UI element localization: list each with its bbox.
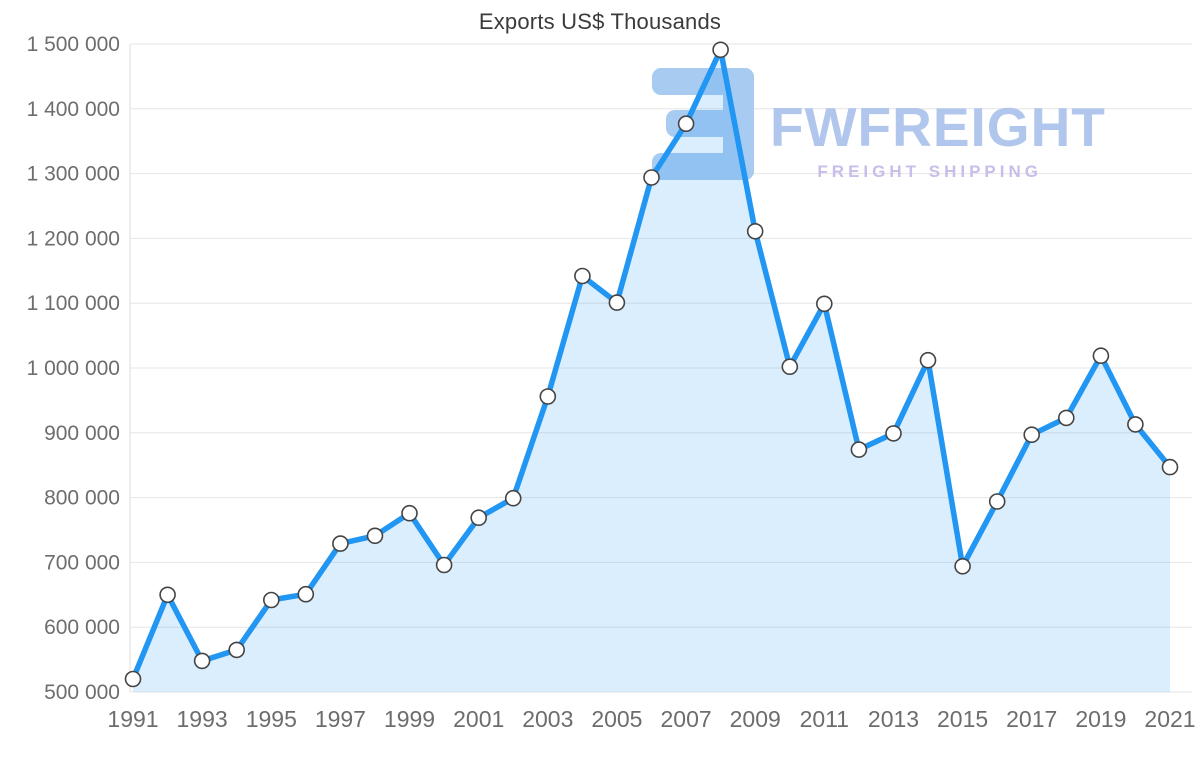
data-point-2018[interactable] [1058,409,1075,427]
y-tick-label: 900 000 [44,422,120,445]
x-tick-label: 2015 [937,706,988,732]
x-tick-label: 2003 [522,706,573,732]
y-axis-labels: 500 000 600 000 700 000 800 000 900 000 1 000… [27,33,120,704]
y-tick-label: 1 300 000 [27,163,120,186]
data-point-1995[interactable] [262,591,280,609]
data-point-2000[interactable] [435,556,453,574]
data-point-2014[interactable] [919,351,937,369]
data-point-1997[interactable] [332,535,349,552]
data-point-2016[interactable] [988,493,1006,510]
y-tick-label: 800 000 [44,487,120,510]
data-point-2007[interactable] [677,115,695,132]
data-point-1991[interactable] [124,670,142,688]
x-tick-label: 2001 [453,706,504,732]
y-tick-label: 1 400 000 [27,98,120,121]
data-point-2003[interactable] [539,388,557,405]
y-tick-label: 600 000 [44,616,120,639]
data-point-2011[interactable] [815,295,833,313]
data-point-1999[interactable] [401,504,418,522]
data-point-2004[interactable] [574,267,591,285]
y-gridlines [130,43,1192,693]
x-tick-label: 1999 [384,706,435,732]
x-axis-labels: 1991 1993 1995 1997 1999 2001 2003 2005 2007 2009… [107,706,1195,732]
data-point-1992[interactable] [159,586,176,604]
data-point-2001[interactable] [470,509,488,527]
watermark-brand: FWFREIGHT [770,96,1106,158]
x-tick-label: 2009 [730,706,781,732]
x-tick-label: 2017 [1006,706,1057,732]
chart-title: Exports US$ Thousands [478,9,722,34]
data-point-1993[interactable] [193,652,211,670]
x-tick-label: 2021 [1144,706,1195,732]
data-point-2006[interactable] [643,169,660,186]
data-point-2020[interactable] [1127,416,1144,433]
x-tick-label: 2005 [591,706,642,732]
area-fill [133,49,1170,693]
data-point-2015[interactable] [954,557,971,575]
x-tick-label: 2013 [868,706,919,732]
x-tick-label: 1991 [107,706,158,732]
y-tick-label: 1 500 000 [27,33,120,56]
data-point-1998[interactable] [366,527,384,545]
y-tick-label: 700 000 [44,551,120,574]
data-point-2021[interactable] [1161,458,1179,476]
x-tick-label: 2019 [1075,706,1126,732]
data-point-2012[interactable] [850,441,868,458]
data-point-markers [124,41,1179,688]
data-point-2017[interactable] [1023,426,1040,444]
watermark-tagline: FREIGHT SHIPPING [817,162,1042,181]
y-tick-label: 1 100 000 [27,292,120,315]
data-point-2009[interactable] [746,223,764,240]
data-point-2002[interactable] [504,489,522,507]
y-tick-label: 1 200 000 [27,227,120,250]
data-point-2008[interactable] [712,41,729,59]
x-tick-label: 2007 [661,706,712,732]
data-point-2010[interactable] [781,358,799,376]
data-point-1994[interactable] [228,641,245,659]
x-tick-label: 1995 [246,706,297,732]
data-point-1996[interactable] [297,585,315,603]
y-tick-label: 500 000 [44,681,120,704]
x-tick-label: 1993 [177,706,228,732]
data-point-2005[interactable] [608,294,626,311]
x-tick-label: 1997 [315,706,366,732]
data-point-2019[interactable] [1092,347,1110,365]
x-tick-label: 2011 [800,706,849,732]
y-tick-label: 1 000 000 [27,357,120,380]
data-point-2013[interactable] [885,425,902,442]
